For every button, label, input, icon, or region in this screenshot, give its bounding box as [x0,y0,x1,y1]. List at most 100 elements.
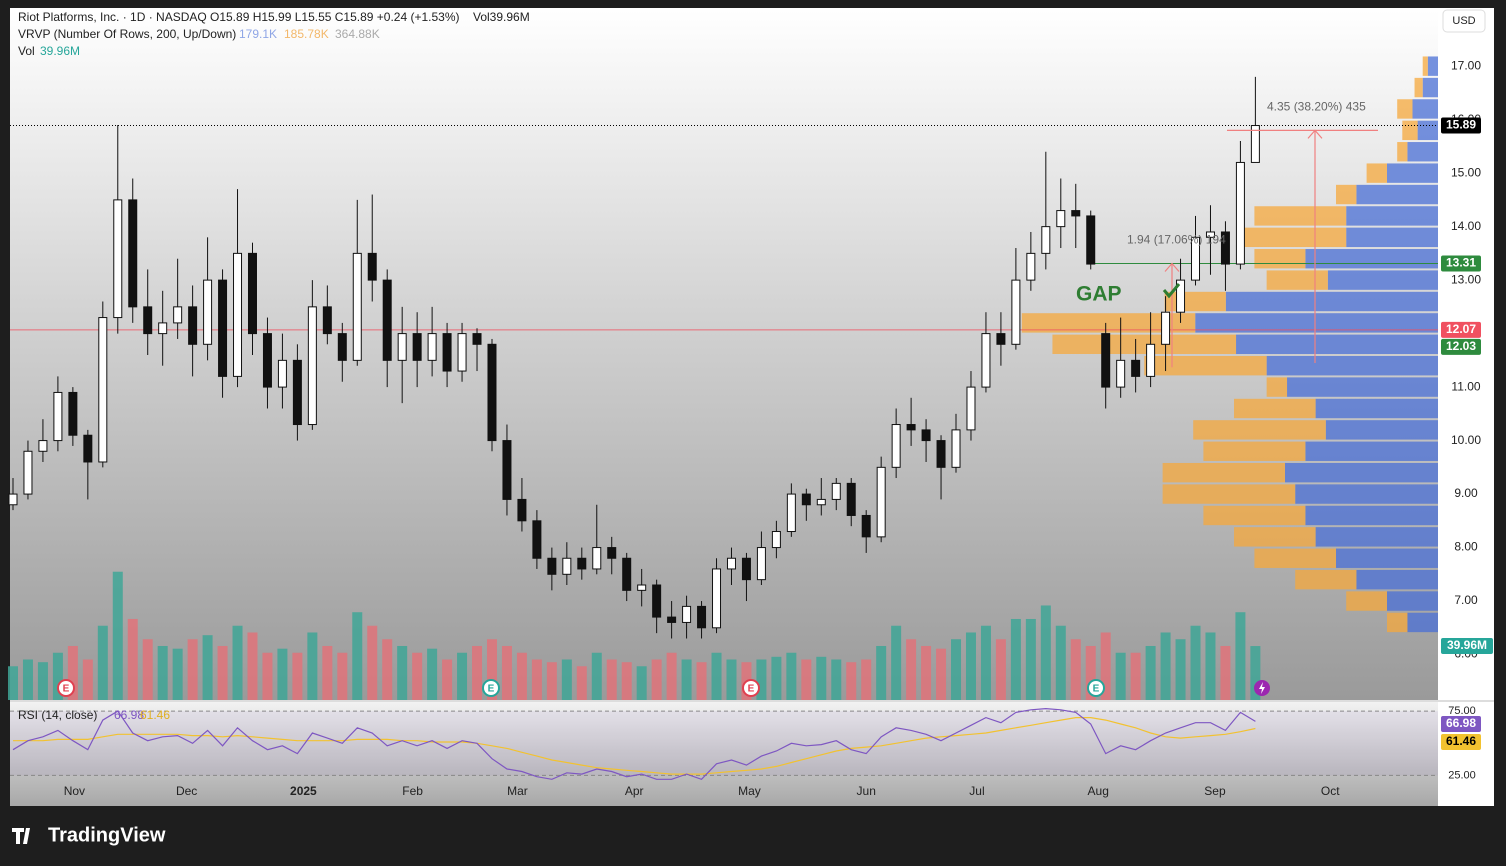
candle-body [1161,311,1171,345]
candle-body [966,386,976,431]
y-tick-label: 11.00 [1451,379,1480,393]
volume-bar [1055,625,1066,700]
candle-body [1026,252,1036,281]
candle-body [68,391,78,436]
volume-bar [1220,645,1231,700]
volume-bar [187,639,198,700]
volume-bar [1130,652,1141,700]
candle-body [247,252,257,335]
profile-down [1254,206,1347,226]
profile-down [1254,548,1336,568]
volume-bar [1025,618,1036,700]
volume-bar [516,652,527,700]
y-tick-label: 14.00 [1451,219,1481,233]
price-label-box [1441,321,1481,338]
candle-body [1235,161,1245,265]
candle-body [1220,231,1230,265]
volume-bar [906,639,917,700]
profile-down [1422,56,1428,76]
volume-bar [1175,639,1186,700]
candle-body [487,343,497,442]
rsi-last-label: 66.98 [1446,716,1476,730]
candle-body [367,252,377,281]
volume-bar [756,659,767,700]
volume-bar [472,645,483,700]
volume-bar [22,659,33,700]
candle-body [891,424,901,468]
profile-up [1417,120,1438,141]
volume-bar [307,632,318,700]
profile-up [1195,313,1438,333]
event-label: E [1093,684,1100,695]
profile-up [1387,591,1438,611]
volume-bar [262,652,273,700]
currency-button[interactable] [1442,9,1486,33]
vrvp-up: 179.1K [239,27,277,41]
measure-label: 4.35 (38.20%) 435 [1267,100,1366,114]
rsi-title: RSI (14, close) [18,708,97,722]
candle-body [427,333,437,361]
dividend-icon[interactable] [1254,680,1270,696]
profile-down [1162,484,1296,504]
volume-bar [666,652,677,700]
volume-bar [980,625,991,700]
volume-bar [636,666,647,700]
vrvp-title: VRVP (Number Of Rows, 200, Up/Down) [18,27,236,41]
candle-body [113,199,123,319]
volume-bar [1145,645,1156,700]
volume-bar [142,639,153,700]
candle-body [1131,359,1141,377]
candle-body [397,333,407,361]
candle-body [1205,231,1215,238]
candle-body [1041,226,1051,254]
candle-body [233,252,243,377]
candle-body [1191,236,1201,281]
volume-bar [67,645,78,700]
x-tick-label: Nov [64,784,85,798]
candle-body [667,616,677,623]
candle-body [831,482,841,500]
candle-body [8,493,18,506]
y-tick-label: 15.00 [1451,165,1481,179]
volume-bar [921,645,932,700]
volume-bar [1250,646,1261,700]
profile-up [1305,249,1438,269]
volume-bar [127,618,138,700]
volume-bar [97,625,108,700]
volume-bar [172,648,183,700]
profile-down [1387,612,1408,633]
candle-body [38,440,48,452]
profile-up [1305,441,1438,461]
price-label-box [1441,255,1481,272]
candle-body [726,557,736,570]
volume-bar [696,662,707,700]
profile-up [1387,163,1438,183]
ohlc: O15.89 H15.99 L15.55 C15.89 +0.24 (+1.53… [210,10,460,24]
profile-down [1397,142,1408,162]
measure-arrow-head [1164,262,1180,272]
volume-bar [382,639,393,700]
profile-up [1225,291,1438,312]
volume-bar [995,639,1006,700]
volume-bar [1115,652,1126,700]
volume-bar [771,656,782,700]
profile-down [1021,313,1196,333]
price-label: 15.89 [1446,118,1476,132]
rsi-line [12,707,1256,780]
candle-body [292,359,302,426]
profile-up [1336,548,1438,568]
volume-bar [337,652,348,700]
candle-body [1250,125,1260,163]
volume-bar [1205,632,1216,700]
volume-bar [202,635,213,700]
profile-down [1414,77,1423,98]
candle-body [98,317,108,463]
volume-bar [531,659,542,700]
profile-up [1407,612,1438,633]
profile-up [1285,462,1438,483]
event-label: E [748,684,755,695]
candle-body [712,568,722,629]
currency[interactable]: USD [1452,15,1475,27]
